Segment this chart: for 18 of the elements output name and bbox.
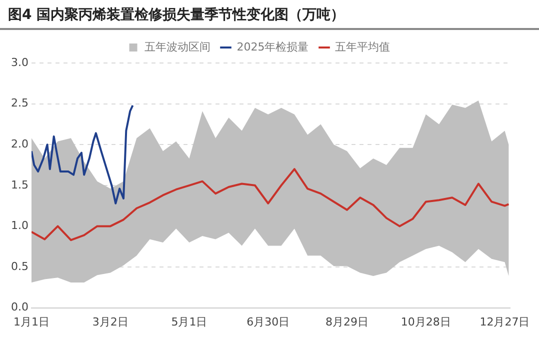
legend-label: 五年波动区间 [144, 40, 210, 54]
y-tick-label: 3.0 [10, 56, 28, 69]
y-tick-label: 2.5 [10, 96, 28, 110]
legend-label: 五年平均值 [335, 40, 390, 54]
y-tick-label: 1.5 [10, 178, 28, 192]
y-tick-label: 0.5 [10, 260, 28, 273]
x-tick-label: 6月30日 [246, 315, 290, 328]
chart-title: 图4 国内聚丙烯装置检修损失量季节性变化图（万吨） [0, 0, 539, 30]
legend-label: 2025年检损量 [236, 40, 309, 54]
y-tick-label: 0.0 [10, 300, 28, 314]
x-tick-label: 1月1日 [13, 315, 50, 328]
x-tick-label: 8月29日 [325, 315, 368, 328]
x-tick-label: 5月1日 [171, 315, 208, 328]
x-tick-label: 12月27日 [480, 315, 530, 328]
y-tick-label: 1.0 [10, 219, 28, 232]
y-tick-label: 2.0 [10, 137, 28, 150]
x-tick-label: 10月28日 [400, 315, 451, 328]
x-tick-label: 3月2日 [92, 315, 128, 328]
